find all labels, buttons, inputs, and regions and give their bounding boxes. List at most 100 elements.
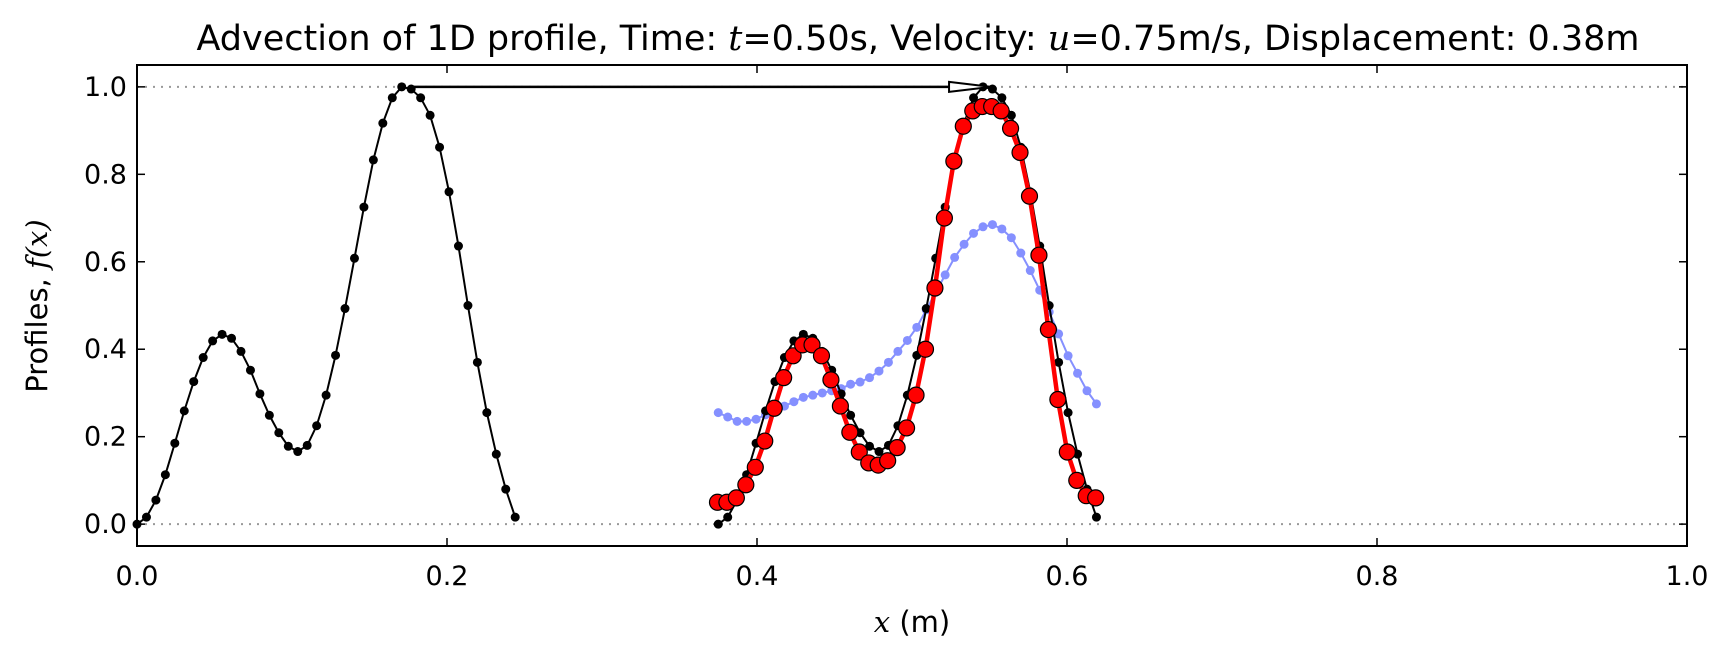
series-exact [713,82,1101,529]
series-numerical-point [822,371,840,389]
series-initial-point [208,336,218,346]
series-diffused-point [1016,248,1026,258]
series-diffused-point [950,252,960,262]
series-initial-point [264,410,274,420]
series-numerical-point [1087,489,1105,507]
series-diffused-point [1073,368,1083,378]
series-diffused-point [902,335,912,345]
series-numerical-point [746,458,764,476]
series-initial-point [501,484,511,494]
arrow-layer [409,80,992,93]
series-numerical-point [935,209,954,227]
series-exact-point [969,93,979,103]
x-tick-label: 0.0 [116,561,159,592]
series-diffused-point [751,414,761,424]
series-exact-point [874,447,884,457]
series-exact-point [997,93,1007,103]
series-numerical-point [888,439,906,457]
series-diffused-point [723,412,733,422]
series-initial-point [472,357,482,367]
series-initial-point [283,441,293,451]
series-diffused-point [1091,399,1101,409]
series-initial-point [170,438,180,448]
y-tick-label: 0.0 [84,509,127,540]
series-exact-point [713,519,723,529]
series-initial-point [255,389,265,399]
series-initial-point [151,495,161,505]
series-numerical-point [1001,119,1020,137]
series-diffused-point [940,270,950,280]
y-tick-label: 0.2 [84,422,127,453]
series-initial-point [491,449,501,459]
x-tick-label: 1.0 [1666,561,1709,592]
series-initial-point [331,350,341,360]
series-diffused-point [1025,266,1035,276]
series-initial-point [302,440,312,450]
series-exact-point [1054,357,1064,367]
series-diffused-point [817,388,827,398]
series-numerical-point [765,399,783,417]
series-diffused-point [893,346,903,356]
series-initial-point [179,406,189,416]
chart-title: Advection of 1D profile, Time: t=0.50s, … [196,19,1639,59]
series-diffused-point [874,366,884,376]
ticks-layer: 0.0 0.2 0.4 0.6 0.8 1.0 0.0 0.2 0.4 0.6 0.8 1.0 [84,65,1708,592]
series-initial-point [349,253,359,263]
series-initial-point [245,365,255,375]
series-numerical-line [717,104,1097,505]
series-numerical-point [916,340,935,358]
series-diffused-point [959,239,969,249]
y-tick-label: 1.0 [84,72,127,103]
series-initial-point [482,408,492,418]
series-initial-point [387,93,397,103]
y-tick-label: 0.8 [84,159,127,190]
x-tick-label: 0.2 [426,561,469,592]
series-initial-point [227,333,237,343]
series-numerical-point [1068,471,1086,490]
series-diffused-point [997,224,1007,234]
x-tick-label: 0.8 [1356,561,1399,592]
series-diffused-point [713,408,723,418]
series-initial-point [198,353,208,363]
series-numerical [708,97,1105,511]
series-initial-point [444,187,454,197]
x-tick-label: 0.6 [1046,561,1089,592]
series-initial-point [359,202,369,212]
series-initial-point [274,428,284,438]
series-diffused-point [987,220,997,230]
x-tick-label: 0.4 [736,561,779,592]
series-numerical-point [775,369,793,387]
series-initial-point [453,241,463,251]
series-exact-point [921,304,931,314]
series-initial-point [321,390,331,400]
series-diffused-point [846,379,856,389]
series-diffused-point [978,222,988,232]
series-numerical-point [945,152,963,170]
series-initial-line [136,85,517,525]
series-diffused-point [798,392,808,402]
series-diffused-point [1082,386,1092,396]
series-diffused-point [912,322,922,332]
y-tick-label: 0.4 [84,334,127,365]
series-diffused-point [789,397,799,407]
series-initial-point [217,329,227,339]
series-numerical-point [841,423,859,441]
series-diffused-point [732,416,742,426]
series-numerical-point [1049,390,1067,409]
series-diffused-point [855,377,865,387]
series-layer [132,82,1105,529]
series-initial-point [435,142,445,152]
series-numerical-point [992,102,1010,120]
series-initial-point [397,82,407,92]
series-initial-point [378,118,388,128]
series-numerical-point [1011,143,1029,162]
series-initial-point [189,377,199,387]
series-numerical-point [756,432,774,450]
series-initial-point [416,93,426,103]
series-initial-point [312,421,322,431]
series-initial-point [160,470,170,480]
series-numerical-point [1030,246,1048,264]
series-exact-line [717,85,1098,525]
